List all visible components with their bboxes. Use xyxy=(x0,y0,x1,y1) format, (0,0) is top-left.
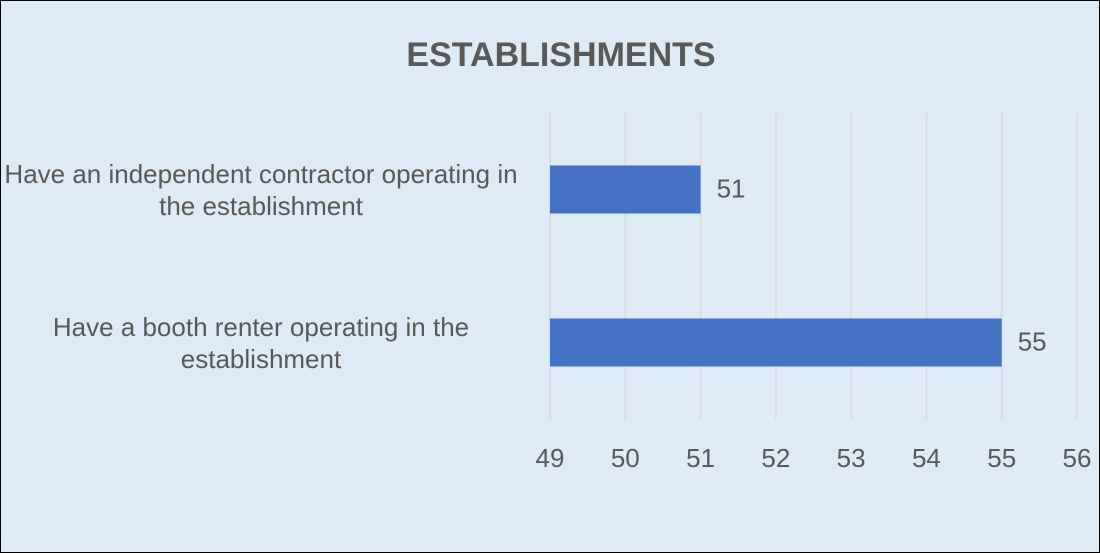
chart-title: ESTABLISHMENTS xyxy=(406,36,715,74)
x-tick-label: 49 xyxy=(536,443,565,473)
x-tick-label: 52 xyxy=(761,443,790,473)
x-tick-label: 55 xyxy=(987,443,1016,473)
bar xyxy=(550,318,1002,367)
x-tick-label: 51 xyxy=(686,443,715,473)
x-tick-label: 56 xyxy=(1063,443,1092,473)
bar xyxy=(550,165,701,214)
data-label: 55 xyxy=(1018,326,1047,356)
y-tick-label: Have an independent contractor operating… xyxy=(4,158,518,221)
y-tick-label: Have a booth renter operating in the est… xyxy=(52,311,470,374)
x-tick-label: 53 xyxy=(837,443,866,473)
x-tick-label: 50 xyxy=(611,443,640,473)
data-label: 51 xyxy=(717,173,746,203)
x-tick-label: 54 xyxy=(912,443,941,473)
